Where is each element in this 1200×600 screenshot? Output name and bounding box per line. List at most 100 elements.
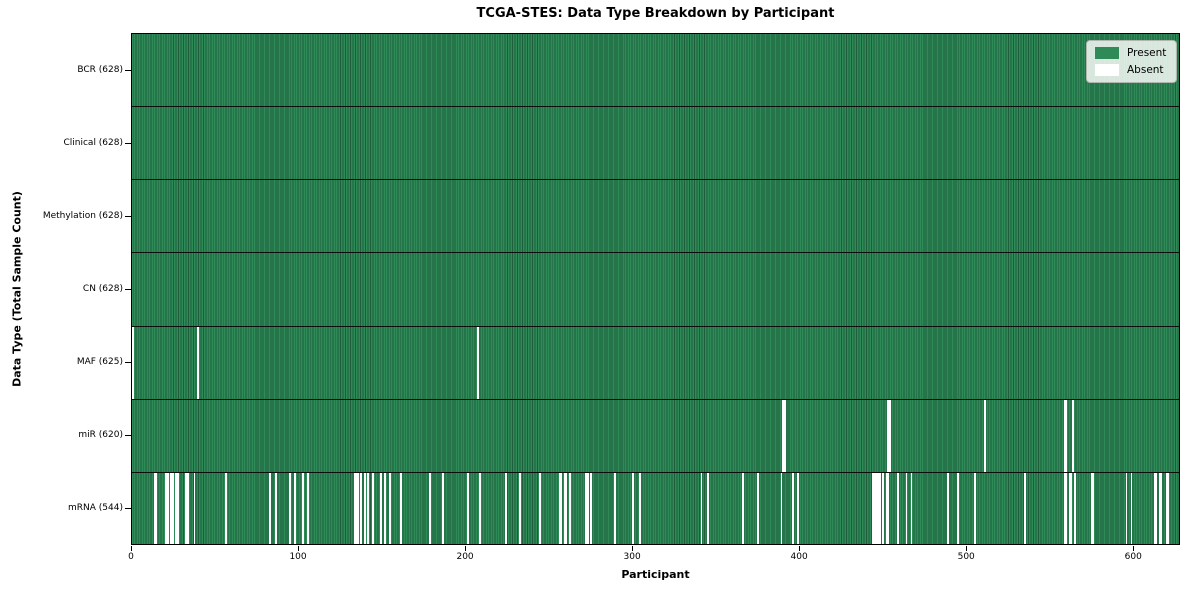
y-tick-label: mRNA (544): [68, 503, 123, 514]
absent-stripe: [888, 399, 891, 472]
absent-stripe: [878, 472, 881, 544]
absent-stripe: [707, 472, 709, 544]
legend-absent-label: Absent: [1127, 64, 1164, 76]
y-tick-mark: [125, 435, 131, 437]
absent-stripe: [887, 399, 890, 472]
row-band-maf: [132, 326, 1179, 400]
x-tick-mark: [465, 546, 467, 551]
present-swatch: [1095, 47, 1119, 59]
absent-stripe: [1063, 472, 1066, 544]
absent-stripe: [887, 472, 890, 544]
absent-stripe: [1073, 472, 1076, 544]
absent-stripe: [268, 472, 271, 544]
x-tick-mark: [966, 546, 968, 551]
x-tick-label: 0: [128, 552, 134, 562]
absent-stripe: [1090, 472, 1093, 544]
x-axis-label: Participant: [621, 568, 690, 581]
absent-stripe: [1167, 472, 1170, 544]
absent-stripe: [302, 472, 304, 544]
y-tick-label: miR (620): [78, 430, 123, 441]
absent-stripe: [363, 472, 366, 544]
absent-stripe: [1072, 399, 1075, 472]
absent-stripe: [225, 472, 228, 544]
absent-stripe: [587, 472, 589, 544]
absent-stripe: [518, 472, 521, 544]
absent-stripe: [193, 472, 196, 544]
absent-stripe: [185, 472, 188, 544]
absent-stripe: [780, 472, 783, 544]
row-band-mrna: [132, 472, 1179, 544]
absent-stripe: [568, 472, 571, 544]
absent-stripe: [428, 472, 431, 544]
absent-stripe: [585, 472, 588, 544]
absent-stripe: [1068, 472, 1071, 544]
absent-stripe: [478, 472, 481, 544]
y-tick-mark: [125, 508, 131, 510]
plot-area: [131, 33, 1180, 545]
absent-stripe: [153, 472, 156, 544]
absent-stripe: [275, 472, 278, 544]
absent-stripe: [307, 472, 309, 544]
absent-stripe: [783, 399, 786, 472]
row-band-mir: [132, 399, 1179, 473]
absent-stripe: [638, 472, 641, 544]
y-tick-label: Clinical (628): [63, 137, 123, 148]
absent-stripe: [372, 472, 374, 544]
x-tick-label: 200: [456, 552, 474, 562]
x-tick-mark: [131, 546, 132, 551]
absent-stripe: [957, 472, 960, 544]
absent-stripe: [1065, 472, 1068, 544]
absent-stripe: [905, 472, 908, 544]
row-band-clinical: [132, 107, 1179, 181]
row-band-cn: [132, 253, 1179, 327]
absent-stripe: [1092, 472, 1095, 544]
absent-stripe: [885, 472, 888, 544]
absent-stripe: [187, 472, 189, 544]
x-tick-label: 100: [289, 552, 307, 562]
absent-stripe: [177, 472, 179, 544]
absent-stripe: [388, 472, 391, 544]
absent-stripe: [910, 472, 913, 544]
absent-stripe: [947, 472, 950, 544]
absent-stripe: [873, 472, 876, 544]
absent-stripe: [175, 472, 178, 544]
y-tick-mark: [125, 362, 131, 364]
absent-stripe: [1065, 399, 1068, 472]
absent-stripe: [155, 472, 158, 544]
absent-stripe: [983, 399, 986, 472]
absent-stripe: [353, 472, 356, 544]
y-tick-mark: [125, 215, 131, 217]
absent-stripe: [590, 472, 593, 544]
absent-stripe: [357, 472, 359, 544]
legend: Present Absent: [1086, 40, 1178, 83]
absent-stripe: [293, 472, 296, 544]
absent-stripe: [782, 399, 784, 472]
absent-stripe: [1125, 472, 1128, 544]
absent-stripe: [742, 472, 744, 544]
y-tick-label: BCR (628): [77, 64, 123, 75]
absent-stripe: [792, 472, 794, 544]
absent-stripe: [1063, 399, 1066, 472]
absent-stripe: [973, 472, 976, 544]
absent-stripe: [700, 472, 703, 544]
legend-item-absent: Absent: [1095, 64, 1166, 76]
absent-stripe: [132, 326, 134, 399]
row-band-methylation: [132, 180, 1179, 254]
row-band-bcr: [132, 34, 1179, 108]
y-tick-mark: [125, 142, 131, 144]
absent-stripe: [1130, 472, 1133, 544]
absent-stripe: [172, 472, 174, 544]
x-tick-mark: [632, 546, 634, 551]
absent-stripe: [882, 472, 885, 544]
y-tick-label: CN (628): [82, 284, 123, 294]
absent-stripe: [467, 472, 469, 544]
absent-stripe: [613, 472, 616, 544]
absent-stripe: [170, 472, 173, 544]
absent-stripe: [1158, 472, 1161, 544]
absent-stripe: [565, 472, 568, 544]
absent-stripe: [355, 472, 358, 544]
absent-stripe: [477, 326, 479, 399]
x-tick-label: 600: [1124, 552, 1142, 562]
chart-title: TCGA-STES: Data Type Breakdown by Partic…: [476, 6, 835, 21]
